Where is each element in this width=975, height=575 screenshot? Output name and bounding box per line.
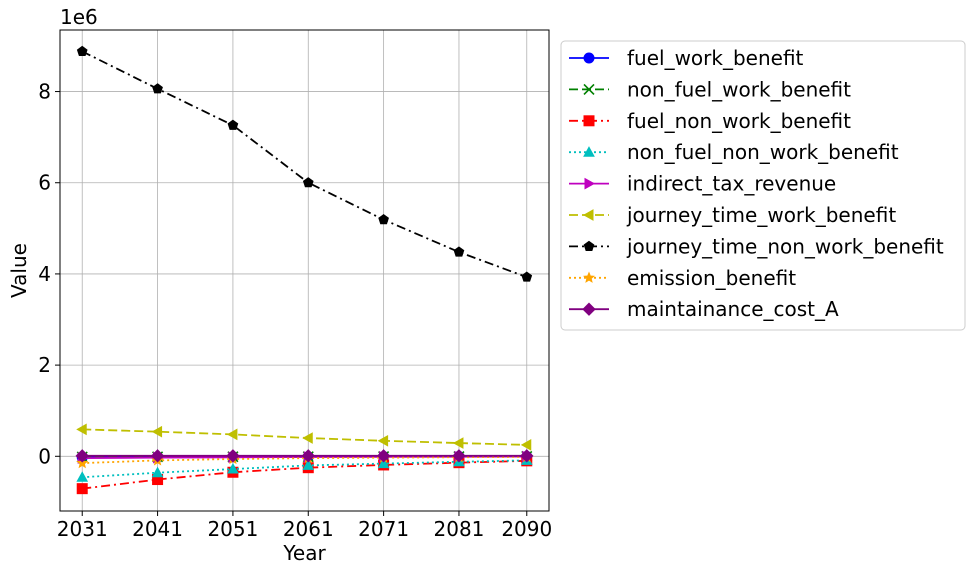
legend-label: fuel_non_work_benefit (627, 109, 851, 133)
series-maintainance-cost-A (75, 449, 534, 463)
series-line (81, 50, 528, 278)
x-tick-label: 2051 (207, 517, 258, 541)
data-point (377, 457, 390, 469)
legend-label: fuel_work_benefit (627, 46, 804, 70)
data-point (302, 177, 314, 188)
data-point (377, 434, 389, 447)
legend-label: journey_time_work_benefit (626, 203, 896, 227)
data-point (76, 423, 87, 436)
legend-swatch-marker (583, 271, 595, 283)
legend-item-non-fuel-non-work-benefit: non_fuel_non_work_benefit (569, 140, 899, 164)
data-point (227, 463, 239, 474)
y-offset-label: 1e6 (60, 5, 98, 29)
legend: fuel_work_benefit non_fuel_work_benefitfu… (560, 40, 966, 331)
legend-item-fuel-non-work-benefit: fuel_non_work_benefit (569, 109, 851, 133)
x-tick-label: 2061 (283, 517, 334, 541)
legend-label: maintainance_cost_A (627, 297, 839, 321)
data-point (76, 456, 89, 469)
series-journey-time-work-benefit (76, 423, 532, 451)
data-point (150, 449, 165, 463)
legend-box (560, 40, 966, 331)
plot-frame (59, 29, 550, 512)
legend-item-journey-time-non-work-benefit: journey_time_non_work_benefit (569, 234, 944, 258)
data-point (302, 459, 315, 470)
x-axis-label: Year (282, 541, 326, 565)
data-point (520, 449, 534, 463)
y-tick-label: 4 (38, 262, 51, 286)
data-point (75, 449, 89, 463)
y-tick-label: 6 (38, 171, 51, 195)
data-point (226, 428, 238, 441)
legend-item-emission-benefit: emission_benefit (569, 266, 796, 290)
x-tick-label: 2031 (57, 517, 108, 541)
data-point (452, 437, 464, 449)
data-point (226, 449, 240, 463)
legend-swatch-marker (583, 240, 595, 251)
y-axis: 0 2 4 6 8 (38, 80, 60, 468)
legend-label: journey_time_non_work_benefit (626, 234, 944, 258)
legend-label: non_fuel_work_benefit (627, 77, 851, 101)
legend-swatch-marker (582, 209, 594, 221)
x-tick-label: 2090 (501, 517, 552, 541)
legend-swatch-marker (584, 177, 596, 190)
legend-swatch-marker (583, 115, 595, 127)
legend-swatch-marker (583, 52, 595, 64)
y-tick-label: 2 (38, 353, 51, 377)
x-tick-label: 2071 (358, 517, 409, 541)
legend-label: indirect_tax_revenue (627, 172, 836, 196)
x-tick-label: 2081 (434, 517, 485, 541)
legend-swatch-marker (583, 146, 595, 157)
data-point (76, 483, 88, 495)
data-point (227, 119, 239, 130)
series-group (75, 45, 534, 495)
legend-label: non_fuel_non_work_benefit (627, 140, 899, 164)
legend-item-non-fuel-work-benefit: non_fuel_work_benefit (569, 77, 851, 101)
data-point (151, 466, 164, 478)
legend-swatch-marker (582, 302, 596, 316)
grid (60, 30, 549, 511)
data-point (521, 271, 533, 282)
legend-swatch-marker (583, 83, 595, 95)
data-point (301, 449, 315, 463)
y-axis-label: Value (7, 243, 31, 298)
legend-item-indirect-tax-revenue: indirect_tax_revenue (569, 172, 836, 196)
series-journey-time-non-work-benefit (76, 45, 533, 282)
x-axis: 2031 2041 2051 2061 2071 2081 2090 (57, 511, 552, 541)
data-point (76, 471, 89, 482)
data-point (452, 449, 466, 463)
data-point (151, 425, 163, 438)
y-tick-label: 8 (38, 80, 51, 104)
legend-item-journey-time-work-benefit: journey_time_work_benefit (569, 203, 896, 227)
data-point (376, 449, 391, 463)
y-tick-label: 0 (38, 444, 51, 468)
data-point (378, 214, 389, 225)
data-point (520, 439, 532, 451)
data-point (152, 83, 163, 94)
legend-label: emission_benefit (627, 266, 796, 290)
legend-item-fuel-work-benefit: fuel_work_benefit (569, 46, 804, 70)
x-tick-label: 2041 (132, 517, 183, 541)
data-point (302, 432, 313, 444)
data-point (453, 246, 465, 257)
legend-item-maintainance-cost-A: maintainance_cost_A (569, 297, 839, 321)
data-point (76, 45, 88, 56)
